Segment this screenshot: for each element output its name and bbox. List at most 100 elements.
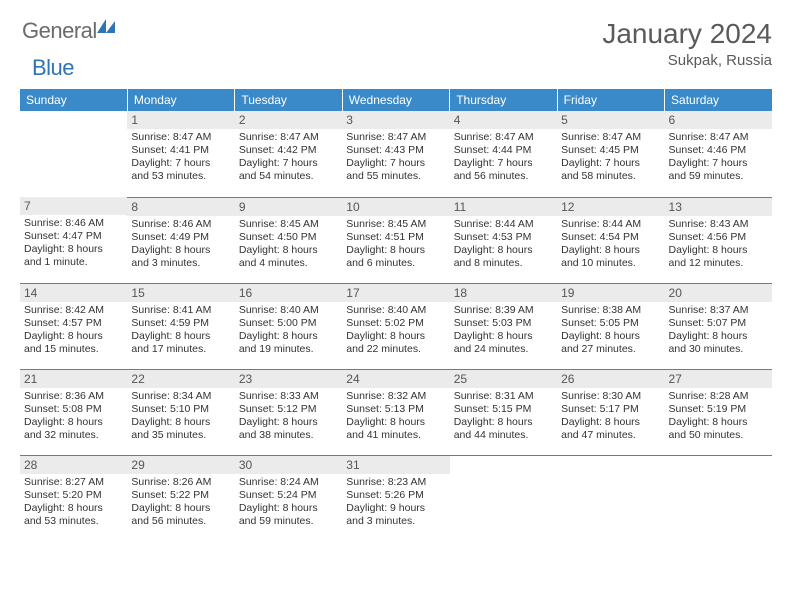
- day-number: 18: [450, 284, 557, 302]
- calendar-week-row: 28Sunrise: 8:27 AMSunset: 5:20 PMDayligh…: [20, 455, 772, 541]
- sunrise-line: Sunrise: 8:47 AM: [561, 131, 660, 144]
- daylight-line: Daylight: 8 hours: [454, 244, 553, 257]
- day-number: 14: [20, 284, 127, 302]
- calendar-week-row: 1Sunrise: 8:47 AMSunset: 4:41 PMDaylight…: [20, 111, 772, 197]
- day-number: 27: [665, 370, 772, 388]
- dow-header: Monday: [127, 89, 234, 111]
- sunrise-line: Sunrise: 8:47 AM: [239, 131, 338, 144]
- sunset-line: Sunset: 4:49 PM: [131, 231, 230, 244]
- dow-header: Thursday: [450, 89, 557, 111]
- daylight-line: Daylight: 8 hours: [24, 330, 123, 343]
- daylight-line: and 53 minutes.: [24, 515, 123, 528]
- day-number: 2: [235, 111, 342, 129]
- daylight-line: Daylight: 8 hours: [24, 416, 123, 429]
- sunset-line: Sunset: 4:44 PM: [454, 144, 553, 157]
- sunrise-line: Sunrise: 8:43 AM: [669, 218, 768, 231]
- day-number: 19: [557, 284, 664, 302]
- day-number: 7: [20, 197, 127, 215]
- daylight-line: Daylight: 8 hours: [239, 330, 338, 343]
- daylight-line: and 54 minutes.: [239, 170, 338, 183]
- dow-header: Wednesday: [342, 89, 449, 111]
- daylight-line: and 32 minutes.: [24, 429, 123, 442]
- sunset-line: Sunset: 4:46 PM: [669, 144, 768, 157]
- daylight-line: and 44 minutes.: [454, 429, 553, 442]
- daylight-line: and 35 minutes.: [131, 429, 230, 442]
- day-number: 16: [235, 284, 342, 302]
- sunrise-line: Sunrise: 8:40 AM: [239, 304, 338, 317]
- sunrise-line: Sunrise: 8:28 AM: [669, 390, 768, 403]
- daylight-line: and 41 minutes.: [346, 429, 445, 442]
- sunrise-line: Sunrise: 8:27 AM: [24, 476, 123, 489]
- calendar-day-cell: 3Sunrise: 8:47 AMSunset: 4:43 PMDaylight…: [342, 111, 449, 197]
- sunrise-line: Sunrise: 8:39 AM: [454, 304, 553, 317]
- day-number: 13: [665, 198, 772, 216]
- daylight-line: and 59 minutes.: [669, 170, 768, 183]
- sunset-line: Sunset: 4:57 PM: [24, 317, 123, 330]
- daylight-line: Daylight: 8 hours: [131, 244, 230, 257]
- sunset-line: Sunset: 5:15 PM: [454, 403, 553, 416]
- sunrise-line: Sunrise: 8:47 AM: [346, 131, 445, 144]
- sunset-line: Sunset: 5:22 PM: [131, 489, 230, 502]
- day-number: 17: [342, 284, 449, 302]
- sunset-line: Sunset: 5:26 PM: [346, 489, 445, 502]
- calendar-day-cell: 7Sunrise: 8:46 AMSunset: 4:47 PMDaylight…: [20, 197, 127, 283]
- calendar-day-cell: 11Sunrise: 8:44 AMSunset: 4:53 PMDayligh…: [450, 197, 557, 283]
- calendar-day-cell: 31Sunrise: 8:23 AMSunset: 5:26 PMDayligh…: [342, 455, 449, 541]
- calendar-week-row: 14Sunrise: 8:42 AMSunset: 4:57 PMDayligh…: [20, 283, 772, 369]
- day-number: 6: [665, 111, 772, 129]
- day-number: 24: [342, 370, 449, 388]
- daylight-line: and 3 minutes.: [346, 515, 445, 528]
- daylight-line: and 56 minutes.: [454, 170, 553, 183]
- calendar-day-cell: [557, 455, 664, 541]
- calendar-week-row: 7Sunrise: 8:46 AMSunset: 4:47 PMDaylight…: [20, 197, 772, 283]
- sunrise-line: Sunrise: 8:47 AM: [454, 131, 553, 144]
- sunrise-line: Sunrise: 8:44 AM: [454, 218, 553, 231]
- brand-blue: Blue: [32, 55, 74, 80]
- daylight-line: and 15 minutes.: [24, 343, 123, 356]
- sunrise-line: Sunrise: 8:26 AM: [131, 476, 230, 489]
- daylight-line: and 4 minutes.: [239, 257, 338, 270]
- day-number: 8: [127, 198, 234, 216]
- daylight-line: Daylight: 8 hours: [561, 244, 660, 257]
- calendar-day-cell: 22Sunrise: 8:34 AMSunset: 5:10 PMDayligh…: [127, 369, 234, 455]
- calendar-day-cell: 20Sunrise: 8:37 AMSunset: 5:07 PMDayligh…: [665, 283, 772, 369]
- sunset-line: Sunset: 4:43 PM: [346, 144, 445, 157]
- daylight-line: Daylight: 8 hours: [454, 330, 553, 343]
- calendar-day-cell: 23Sunrise: 8:33 AMSunset: 5:12 PMDayligh…: [235, 369, 342, 455]
- title-block: January 2024 Sukpak, Russia: [602, 18, 772, 69]
- sunrise-line: Sunrise: 8:45 AM: [239, 218, 338, 231]
- daylight-line: and 1 minute.: [24, 256, 123, 269]
- calendar-day-cell: 1Sunrise: 8:47 AMSunset: 4:41 PMDaylight…: [127, 111, 234, 197]
- daylight-line: Daylight: 8 hours: [669, 244, 768, 257]
- calendar-day-cell: 2Sunrise: 8:47 AMSunset: 4:42 PMDaylight…: [235, 111, 342, 197]
- sunrise-line: Sunrise: 8:45 AM: [346, 218, 445, 231]
- sunrise-line: Sunrise: 8:37 AM: [669, 304, 768, 317]
- daylight-line: Daylight: 8 hours: [131, 416, 230, 429]
- sunrise-line: Sunrise: 8:47 AM: [669, 131, 768, 144]
- daylight-line: and 38 minutes.: [239, 429, 338, 442]
- calendar-day-cell: 30Sunrise: 8:24 AMSunset: 5:24 PMDayligh…: [235, 455, 342, 541]
- sunset-line: Sunset: 4:51 PM: [346, 231, 445, 244]
- daylight-line: Daylight: 8 hours: [239, 244, 338, 257]
- brand-sail-icon: [97, 19, 115, 33]
- calendar-page: General January 2024 Sukpak, Russia Blue…: [0, 0, 792, 559]
- brand-logo: General: [20, 18, 117, 44]
- month-title: January 2024: [602, 18, 772, 50]
- sunset-line: Sunset: 5:03 PM: [454, 317, 553, 330]
- sunrise-line: Sunrise: 8:24 AM: [239, 476, 338, 489]
- calendar-day-cell: 17Sunrise: 8:40 AMSunset: 5:02 PMDayligh…: [342, 283, 449, 369]
- sunset-line: Sunset: 4:53 PM: [454, 231, 553, 244]
- calendar-day-cell: 25Sunrise: 8:31 AMSunset: 5:15 PMDayligh…: [450, 369, 557, 455]
- sunset-line: Sunset: 5:02 PM: [346, 317, 445, 330]
- calendar-header: SundayMondayTuesdayWednesdayThursdayFrid…: [20, 89, 772, 111]
- calendar-body: 1Sunrise: 8:47 AMSunset: 4:41 PMDaylight…: [20, 111, 772, 541]
- sunrise-line: Sunrise: 8:34 AM: [131, 390, 230, 403]
- daylight-line: and 6 minutes.: [346, 257, 445, 270]
- daylight-line: Daylight: 7 hours: [669, 157, 768, 170]
- calendar-day-cell: 8Sunrise: 8:46 AMSunset: 4:49 PMDaylight…: [127, 197, 234, 283]
- day-number: 22: [127, 370, 234, 388]
- day-number: 30: [235, 456, 342, 474]
- sunset-line: Sunset: 5:12 PM: [239, 403, 338, 416]
- daylight-line: and 22 minutes.: [346, 343, 445, 356]
- calendar-day-cell: 29Sunrise: 8:26 AMSunset: 5:22 PMDayligh…: [127, 455, 234, 541]
